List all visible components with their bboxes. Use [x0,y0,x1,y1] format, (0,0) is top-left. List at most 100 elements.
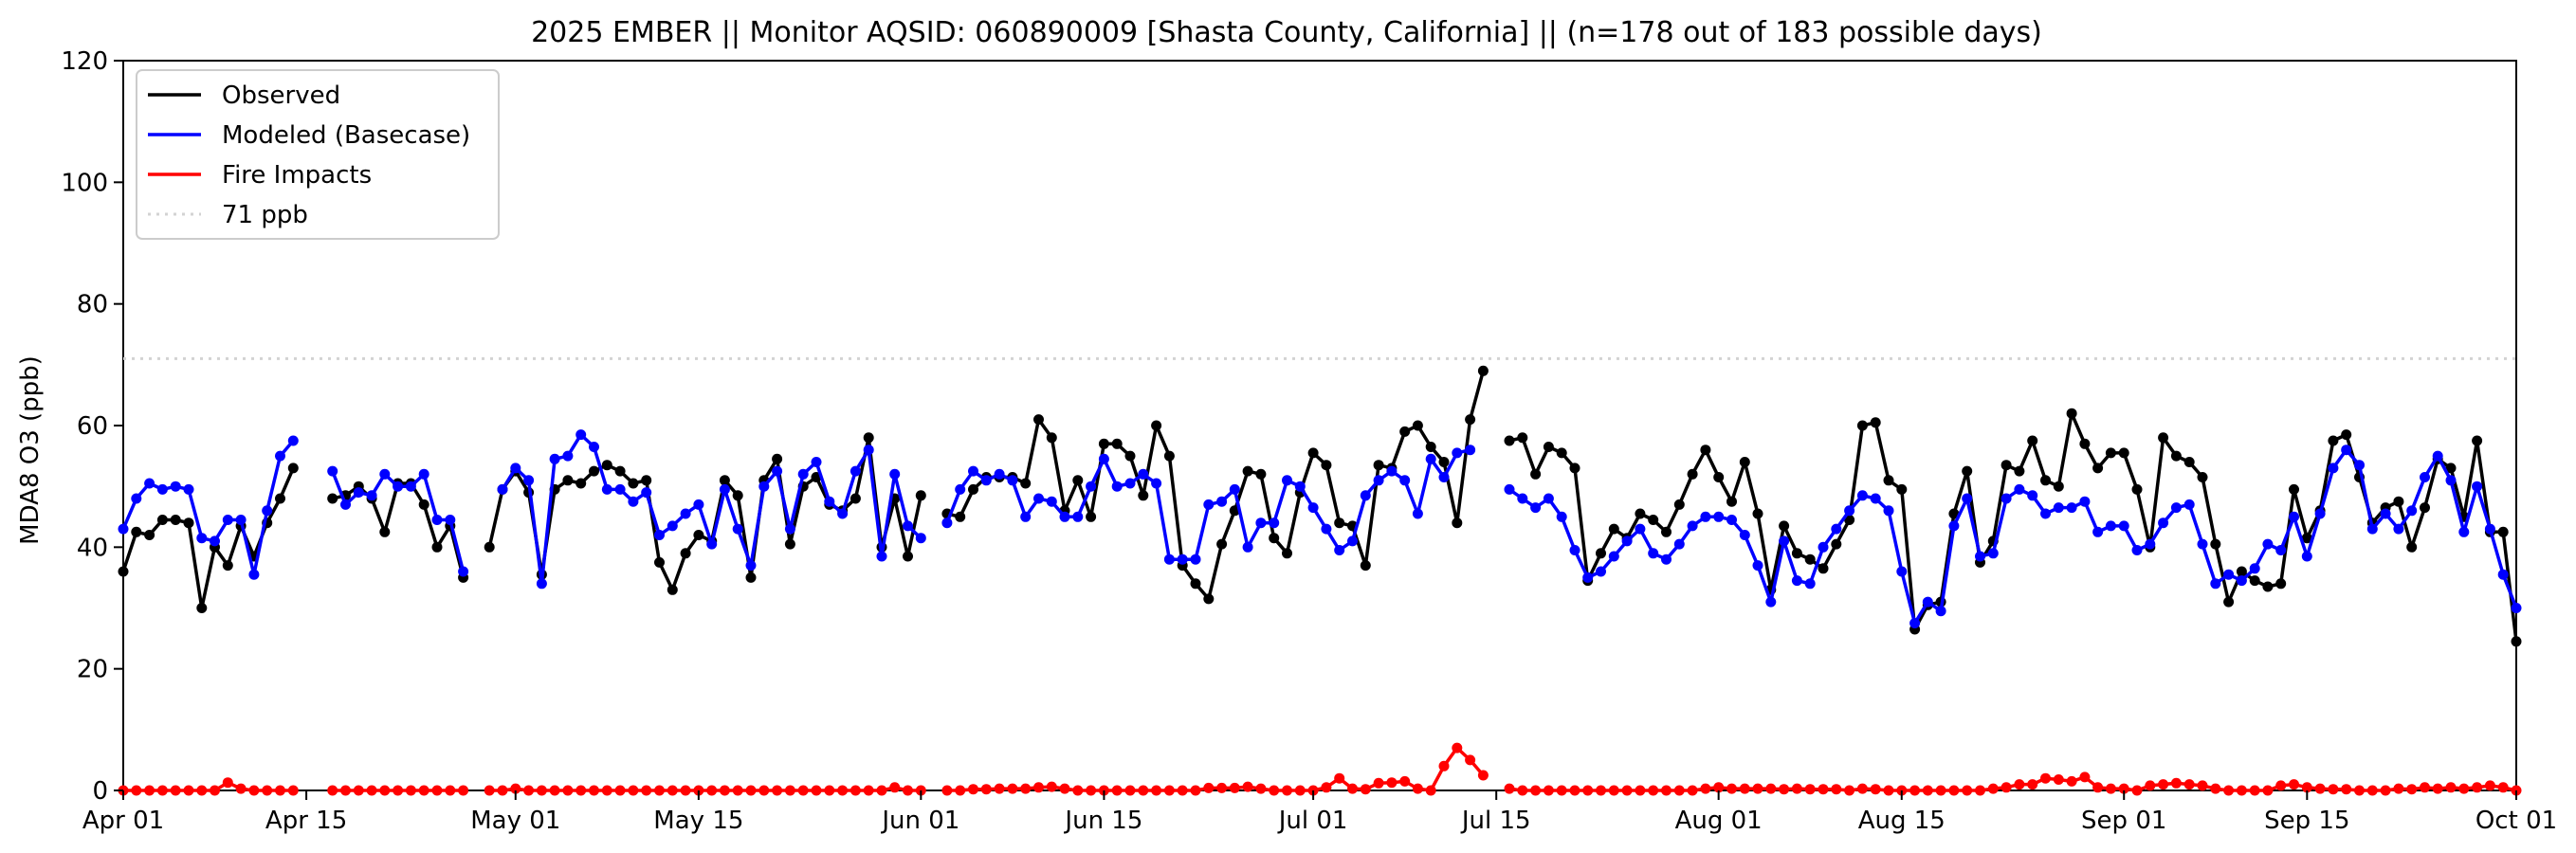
data-point [2040,772,2051,784]
data-point [1779,535,1790,547]
data-point [1111,438,1123,449]
data-point [1255,783,1267,794]
data-point [1556,785,1567,796]
data-point [2458,526,2470,537]
data-point [2314,783,2326,794]
data-point [1190,554,1201,565]
data-point [1216,496,1228,507]
data-point [262,785,273,796]
data-point [222,560,233,572]
data-point [2420,502,2430,514]
data-point [1020,478,1032,489]
data-point [1608,523,1619,535]
data-point [287,435,299,446]
data-point [2079,771,2091,783]
data-point [1608,785,1619,796]
data-point [235,783,247,794]
series-line [487,436,923,592]
data-point [2027,779,2038,790]
data-point [1504,783,1515,794]
data-point [1282,548,1292,559]
data-point [2301,533,2312,544]
data-point [2380,508,2391,519]
data-point [1883,475,1894,486]
data-point [706,785,718,796]
data-point [1909,785,1921,796]
data-point [1255,517,1267,529]
data-point [210,785,220,796]
data-point [327,785,338,796]
data-point [210,535,220,547]
data-point [287,463,299,474]
data-point [327,493,338,504]
data-point [2354,785,2365,796]
y-tick-label: 120 [61,47,108,76]
data-point [2289,483,2299,495]
data-point [222,515,233,525]
data-point [248,785,260,796]
data-point [2001,493,2012,504]
data-point [1033,414,1044,426]
data-point [536,785,547,796]
data-point [2183,779,2195,790]
data-point [2420,472,2430,482]
data-point [1086,481,1097,492]
data-point [431,785,443,796]
data-point [1360,560,1371,572]
data-point [994,468,1005,480]
data-point [562,785,574,796]
data-point [1425,785,1436,796]
data-point [968,465,978,477]
data-point [1242,465,1253,477]
data-point [1072,785,1084,796]
data-point [589,785,599,796]
data-point [2197,780,2208,791]
data-point [2158,779,2169,790]
data-point [1909,618,1921,628]
data-point [1935,606,1946,617]
data-point [275,785,285,796]
data-point [614,785,626,796]
data-point [497,785,508,796]
data-point [1452,742,1463,753]
data-point [1791,783,1802,794]
legend-label: Observed [222,82,340,110]
data-point [654,556,665,568]
data-point [1883,785,1894,796]
data-point [1242,781,1253,792]
data-point [994,783,1005,794]
data-point [2183,499,2195,510]
data-point [758,785,770,796]
data-point [1347,535,1358,547]
data-point [2393,783,2404,794]
series-0 [118,365,2522,647]
data-point [2170,502,2182,514]
data-point [1020,511,1032,522]
data-point [2145,780,2156,791]
data-point [980,475,992,486]
data-point [1779,784,1790,795]
data-point [1177,785,1188,796]
data-point [641,475,652,486]
data-point [156,515,168,525]
data-point [1948,785,1960,796]
data-point [1504,435,1515,446]
data-point [1726,783,1737,794]
data-point [1739,457,1750,467]
data-point [601,460,612,471]
data-point [510,463,521,474]
data-point [1530,785,1542,796]
data-point [1517,432,1528,444]
data-point [968,483,978,495]
data-point [156,483,168,495]
data-point [2131,545,2143,555]
data-point [1412,508,1423,519]
data-point [2472,481,2483,492]
data-point [1922,785,1933,796]
data-point [1635,785,1646,796]
data-point [850,465,861,477]
data-point [1517,785,1528,796]
data-point [366,490,377,501]
data-point [445,515,456,525]
data-point [876,551,887,562]
